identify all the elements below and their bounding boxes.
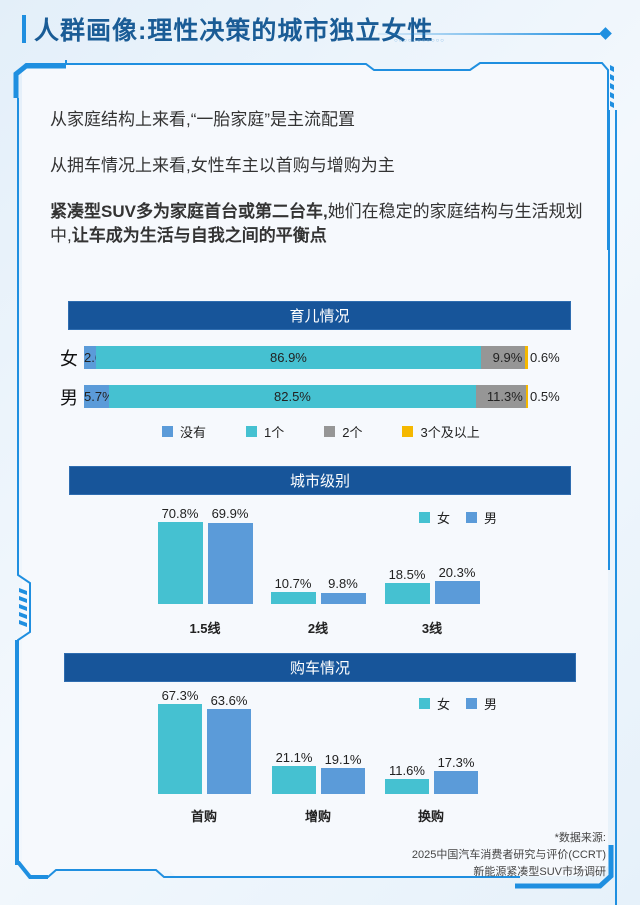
title-decoration: ○○○○○○○○○○○ <box>378 27 614 44</box>
data-source: *数据来源: 2025中国汽车消费者研究与评价(CCRT) 新能源紧凑型SUV市… <box>412 830 606 881</box>
source-line-1: *数据来源: <box>554 832 606 844</box>
legend-label: 男 <box>484 511 498 526</box>
bar-female-2 <box>271 592 316 604</box>
summary-normal: 她们在稳定的家庭结构与生活规划中, <box>50 202 583 245</box>
city-header: 城市级别 <box>69 466 571 495</box>
bar-female-3 <box>385 583 430 604</box>
legend-label: 女 <box>437 511 451 526</box>
summary-line-2: 从拥车情况上来看,女性车主以首购与增购为主 <box>50 156 395 175</box>
seg-three-plus <box>525 346 528 369</box>
seg-label: 5.7% <box>84 389 114 404</box>
page-title: 人群画像:理性决策的城市独立女性 <box>34 17 434 45</box>
legend-swatch <box>466 512 478 523</box>
purchase-legend: 女 男 <box>419 694 537 713</box>
seg-two: 11.3% <box>475 385 526 408</box>
bar-male-3 <box>435 581 480 604</box>
legend-label: 3个及以上 <box>420 425 480 440</box>
page-title-block: 人群画像:理性决策的城市独立女性 <box>22 14 434 45</box>
summary-bold-b: 让车成为生活与自我之间的平衡点 <box>71 226 327 245</box>
value-label: 11.6% <box>389 763 425 778</box>
bar-male-additional <box>321 768 365 794</box>
seg-one: 86.9% <box>95 346 482 369</box>
childcare-header: 育儿情况 <box>68 301 571 330</box>
legend-label: 1个 <box>264 425 285 440</box>
value-label: 70.8% <box>161 506 199 521</box>
source-line-2: 2025中国汽车消费者研究与评价(CCRT) <box>411 849 606 861</box>
value-label: 9.8% <box>328 576 358 591</box>
value-label: 19.1% <box>324 752 362 767</box>
legend-swatch <box>162 426 173 437</box>
summary-text: 从家庭结构上来看,“一胎家庭”是主流配置 从拥车情况上来看,女性车主以首购与增购… <box>50 108 590 248</box>
legend-swatch <box>246 426 258 437</box>
summary-bold-a: 紧凑型SUV多为家庭首台或第二台车, <box>50 202 328 221</box>
summary-line-3: 紧凑型SUV多为家庭首台或第二台车,她们在稳定的家庭结构与生活规划中,让车成为生… <box>50 200 590 248</box>
legend-label: 男 <box>484 697 498 712</box>
bar-female-1-5 <box>158 522 203 604</box>
source-line-3: 新能源紧凑型SUV市场调研 <box>473 866 606 878</box>
category-label: 首购 <box>190 809 217 824</box>
bar-male-2 <box>321 593 366 604</box>
legend-item-none: 没有 <box>162 422 206 441</box>
value-label: 67.3% <box>161 688 199 703</box>
category-label: 2线 <box>307 621 329 636</box>
legend-swatch <box>402 426 414 437</box>
value-label: 63.6% <box>210 693 248 708</box>
diamond-icon <box>599 27 612 40</box>
seg-one: 82.5% <box>109 385 476 408</box>
title-accent-bar <box>22 15 26 43</box>
stacked-bar-male: 5.7% 82.5% 11.3% <box>84 385 528 408</box>
value-label: 17.3% <box>437 755 475 770</box>
seg-none: 5.7% <box>84 385 114 408</box>
bar-male-1-5 <box>208 523 253 604</box>
bar-female-replacement <box>385 779 429 794</box>
bar-female-first <box>158 704 202 794</box>
childcare-legend: 没有 1个 2个 3个及以上 <box>162 422 520 441</box>
tail-label: 0.5% <box>530 389 560 404</box>
deco-dots: ○○○○○○○○○○○ <box>394 38 445 44</box>
legend-item-male: 男 <box>466 508 497 527</box>
legend-label: 没有 <box>180 425 207 440</box>
tail-label: 0.6% <box>530 350 560 365</box>
row-label-female: 女 <box>60 348 78 369</box>
seg-label: 11.3% <box>486 389 523 404</box>
legend-item-three-plus: 3个及以上 <box>402 422 480 441</box>
legend-swatch <box>324 426 336 437</box>
legend-swatch <box>419 698 430 709</box>
legend-item-female: 女 <box>419 508 450 527</box>
category-label: 增购 <box>304 809 331 824</box>
city-legend: 女 男 <box>419 508 537 527</box>
value-label: 18.5% <box>388 567 426 582</box>
seg-label: 9.9% <box>492 350 523 365</box>
seg-three-plus <box>525 385 528 408</box>
legend-label: 女 <box>437 697 451 712</box>
summary-line-1: 从家庭结构上来看,“一胎家庭”是主流配置 <box>50 110 356 129</box>
childcare-row-male: 男 5.7% 82.5% 11.3% 0.5% <box>60 385 560 408</box>
seg-label: 82.5% <box>274 389 311 404</box>
category-label: 换购 <box>417 809 444 824</box>
row-label-male: 男 <box>60 387 78 408</box>
legend-swatch <box>466 698 478 709</box>
childcare-row-female: 女 2.6% 86.9% 9.9% 0.6% <box>60 346 560 369</box>
deco-line <box>378 33 600 35</box>
stacked-bar-female: 2.6% 86.9% 9.9% <box>84 346 528 369</box>
bar-male-replacement <box>434 771 478 794</box>
value-label: 69.9% <box>211 506 249 521</box>
bar-female-additional <box>272 766 316 794</box>
legend-item-one: 1个 <box>246 422 284 441</box>
legend-item-female: 女 <box>419 694 450 713</box>
category-label: 3线 <box>421 621 443 636</box>
seg-none: 2.6% <box>84 346 114 369</box>
value-label: 10.7% <box>274 576 312 591</box>
seg-two: 9.9% <box>481 346 526 369</box>
legend-label: 2个 <box>342 425 363 440</box>
value-label: 20.3% <box>438 565 476 580</box>
seg-label: 86.9% <box>270 350 307 365</box>
category-label: 1.5线 <box>189 621 221 636</box>
legend-item-two: 2个 <box>324 422 362 441</box>
legend-swatch <box>419 512 430 523</box>
bar-male-first <box>207 709 251 794</box>
legend-item-male: 男 <box>466 694 497 713</box>
value-label: 21.1% <box>275 750 313 765</box>
purchase-header: 购车情况 <box>64 653 576 682</box>
